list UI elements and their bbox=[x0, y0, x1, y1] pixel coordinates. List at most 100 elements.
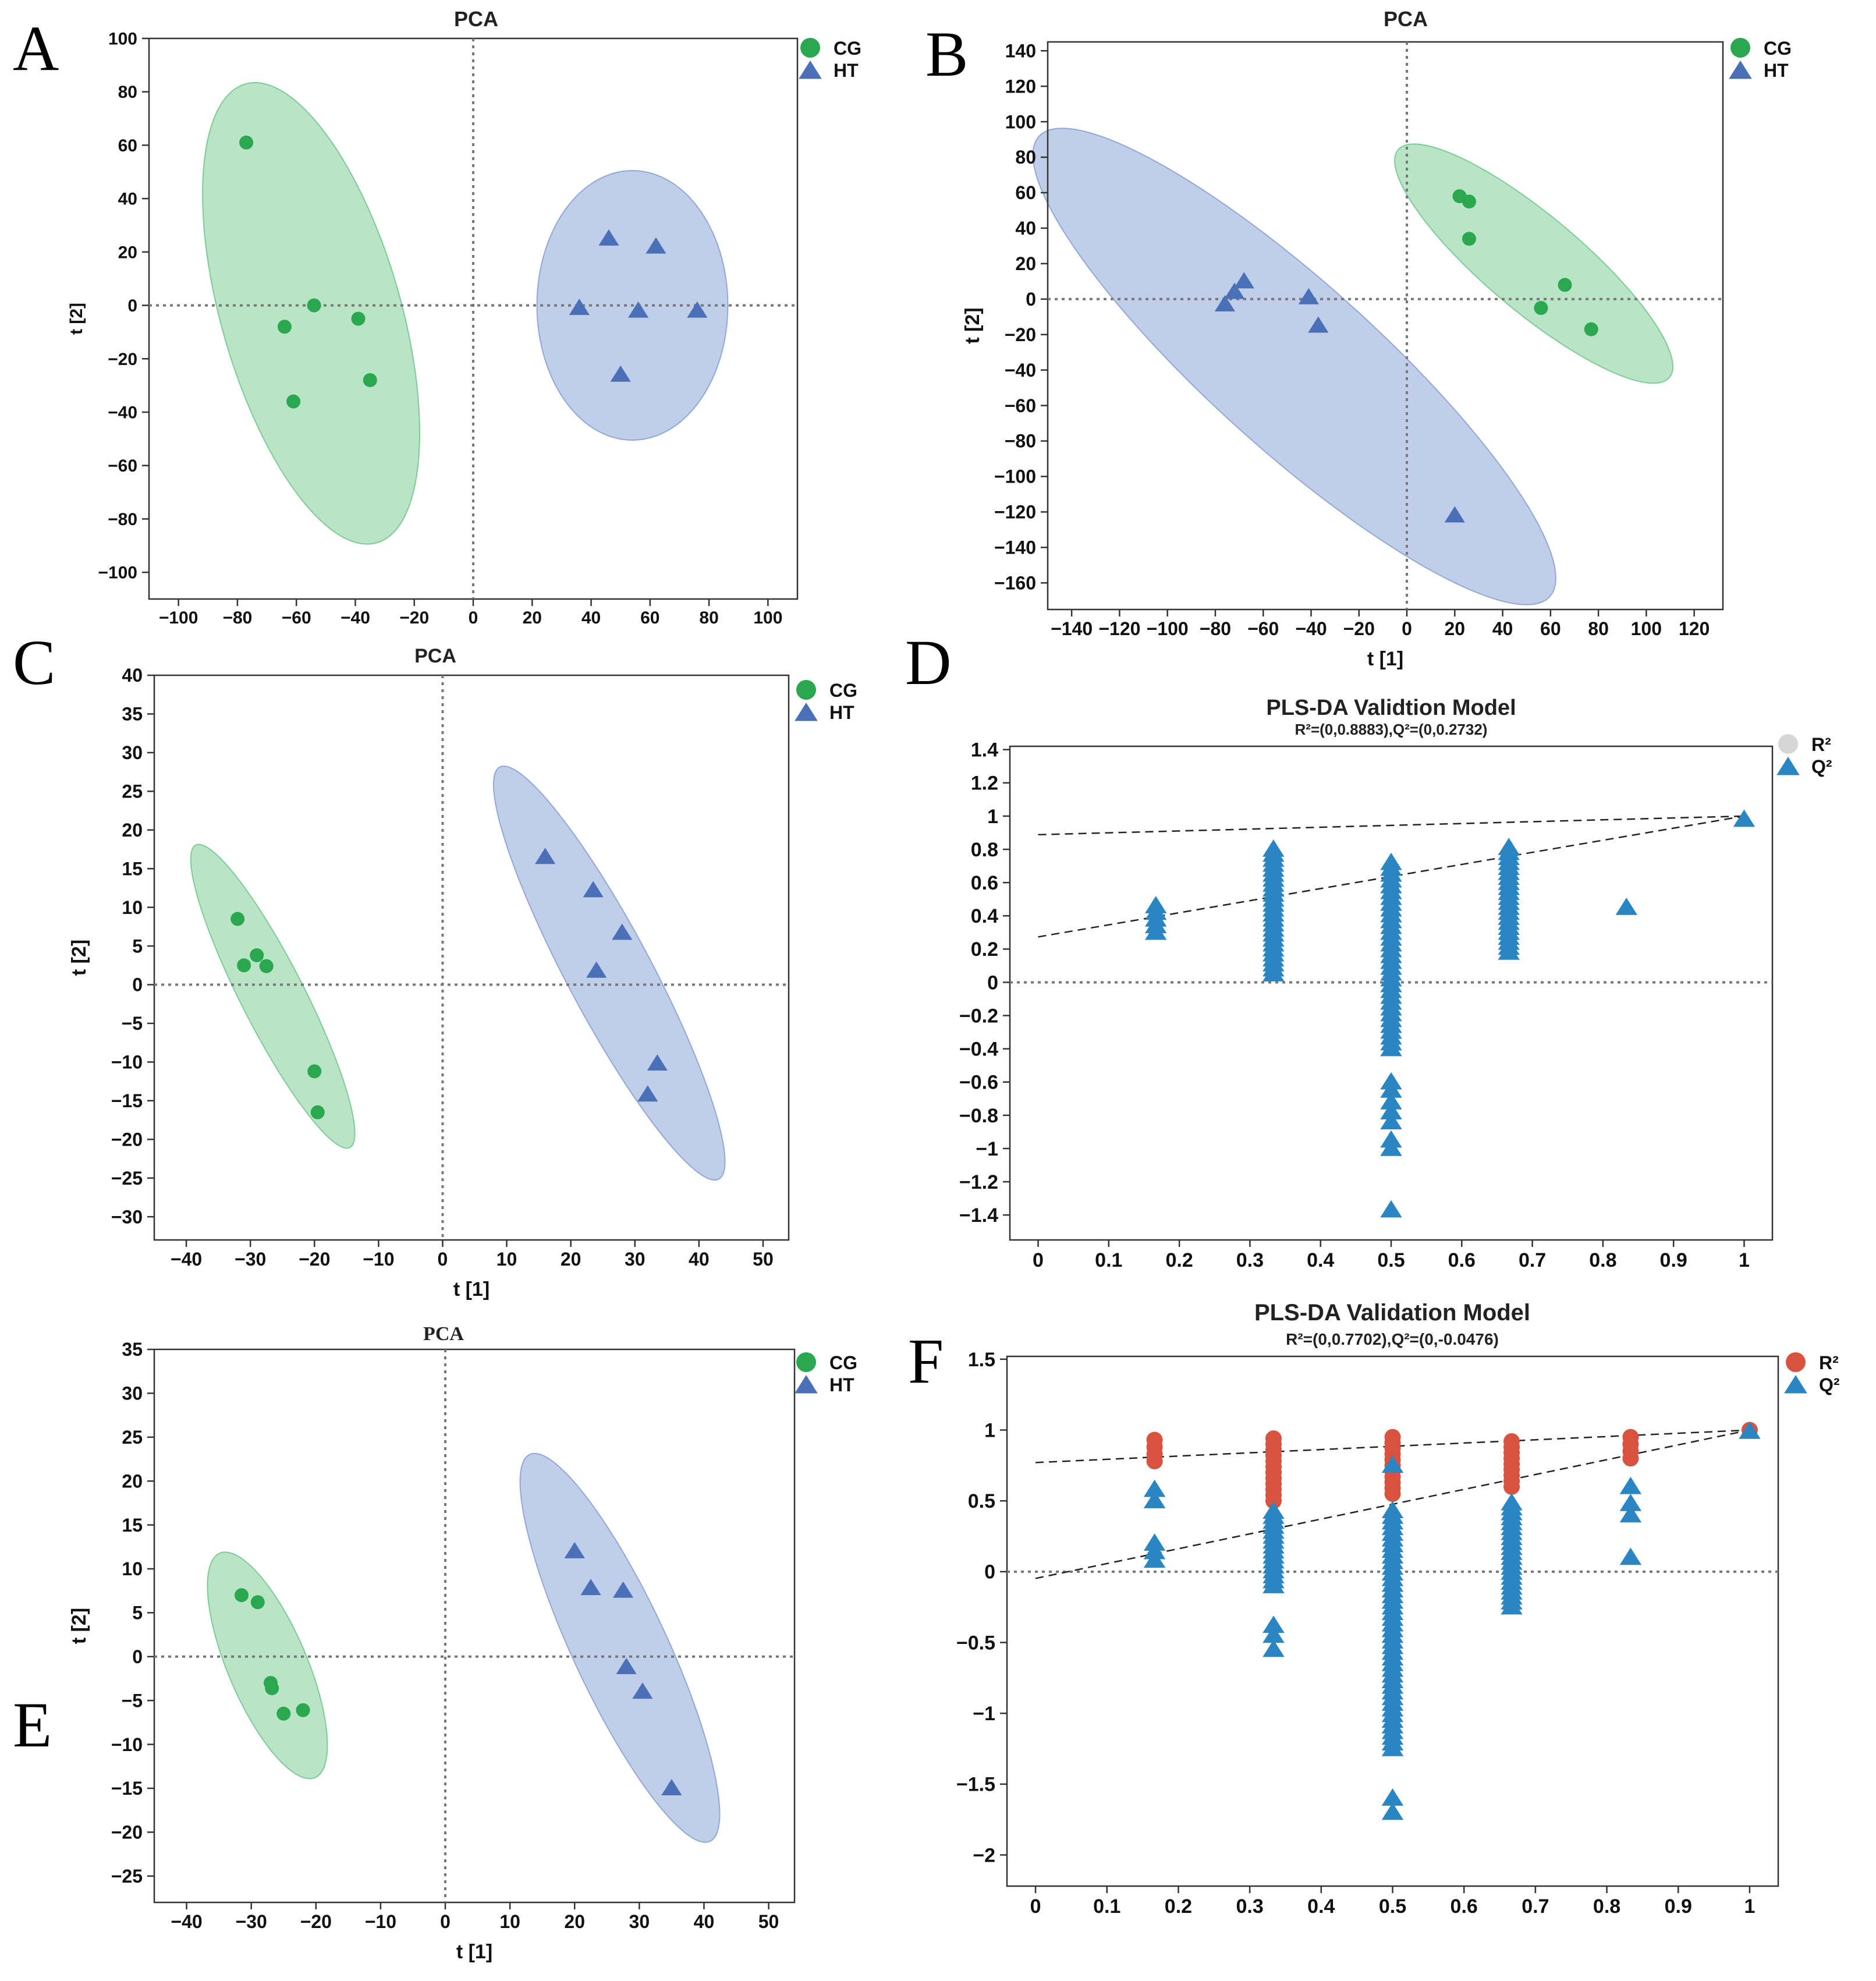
point-q2 bbox=[1380, 1138, 1402, 1156]
x-tick-label: 0 bbox=[438, 1249, 448, 1270]
point-q2 bbox=[1143, 1479, 1166, 1497]
y-tick-label: 0.4 bbox=[971, 905, 998, 927]
ellipse-cg bbox=[1393, 143, 1674, 384]
x-tick-label: 20 bbox=[561, 1249, 581, 1270]
x-tick-label: 0.5 bbox=[1377, 1249, 1405, 1271]
y-tick-label: −10 bbox=[111, 1734, 143, 1755]
point-cg bbox=[237, 958, 251, 973]
chart-subtitle: R²=(0,0.7702),Q²=(0,-0.0476) bbox=[1286, 1330, 1499, 1348]
y-tick-label: 0 bbox=[987, 972, 998, 994]
ellipse-cg bbox=[202, 81, 420, 545]
point-ht bbox=[632, 1682, 653, 1699]
point-q2 bbox=[1263, 1615, 1285, 1633]
point-r2 bbox=[1622, 1429, 1639, 1445]
panel-letter-C: C bbox=[13, 627, 55, 698]
y-tick-label: −10 bbox=[111, 1052, 143, 1073]
ellipse-ht bbox=[492, 765, 726, 1181]
x-tick-label: 0 bbox=[1402, 618, 1412, 639]
point-ht bbox=[535, 848, 556, 864]
panel-letter-A: A bbox=[13, 13, 59, 84]
legend-marker-1 bbox=[795, 1375, 818, 1394]
y-tick-label: −0.5 bbox=[956, 1632, 995, 1654]
y-tick-label: 40 bbox=[1015, 218, 1036, 239]
regression-line-q2 bbox=[1038, 815, 1744, 938]
y-tick-label: 35 bbox=[122, 704, 143, 725]
y-tick-label: −1.4 bbox=[959, 1204, 998, 1227]
point-ht bbox=[637, 1085, 658, 1102]
x-tick-label: 60 bbox=[640, 608, 659, 628]
y-tick-label: 0 bbox=[1026, 289, 1036, 310]
x-tick-label: −80 bbox=[222, 608, 252, 628]
point-ht bbox=[583, 881, 604, 898]
x-tick-label: 100 bbox=[1631, 618, 1662, 639]
y-tick-label: 1 bbox=[987, 806, 998, 828]
legend-label-0: CG bbox=[829, 680, 857, 701]
point-ht bbox=[612, 923, 633, 940]
point-ht bbox=[627, 301, 649, 318]
point-q2 bbox=[1619, 1505, 1642, 1523]
y-tick-label: 0 bbox=[132, 1646, 143, 1667]
y-tick-label: 40 bbox=[122, 665, 143, 686]
y-tick-label: −2 bbox=[973, 1844, 995, 1866]
point-ht bbox=[569, 299, 590, 316]
y-tick-label: −160 bbox=[994, 572, 1036, 593]
y-tick-label: 20 bbox=[122, 1470, 143, 1491]
point-q2 bbox=[1380, 1112, 1402, 1130]
point-cg bbox=[250, 948, 264, 963]
panel-letter-E: E bbox=[13, 1689, 52, 1760]
panel-letter-B: B bbox=[925, 19, 968, 90]
point-cg bbox=[296, 1703, 310, 1717]
ellipse-ht bbox=[519, 1452, 721, 1843]
point-ht bbox=[1233, 272, 1254, 289]
legend-marker-0 bbox=[1778, 734, 1798, 754]
y-tick-label: −15 bbox=[111, 1090, 143, 1111]
y-tick-label: 0.8 bbox=[971, 839, 998, 861]
point-cg bbox=[351, 311, 366, 326]
y-tick-label: −60 bbox=[108, 456, 137, 476]
point-q2 bbox=[1733, 809, 1756, 827]
point-q2 bbox=[1739, 1421, 1761, 1439]
y-tick-label: −20 bbox=[108, 350, 137, 369]
y-tick-label: −100 bbox=[994, 466, 1036, 487]
y-tick-label: −0.4 bbox=[959, 1039, 998, 1061]
y-tick-label: −15 bbox=[111, 1778, 143, 1799]
x-tick-label: 40 bbox=[1492, 618, 1513, 639]
point-cg bbox=[276, 1706, 291, 1721]
ellipse-cg bbox=[190, 844, 356, 1149]
y-tick-label: 1 bbox=[984, 1419, 995, 1441]
point-q2 bbox=[1381, 1501, 1404, 1518]
point-r2 bbox=[1265, 1430, 1282, 1447]
y-tick-label: 60 bbox=[118, 136, 137, 155]
legend-label-0: R² bbox=[1819, 1352, 1839, 1373]
x-tick-label: 10 bbox=[497, 1249, 517, 1270]
legend-label-1: Q² bbox=[1819, 1374, 1840, 1395]
legend-label-1: HT bbox=[829, 1374, 854, 1395]
x-tick-label: 40 bbox=[694, 1911, 715, 1932]
point-r2 bbox=[1384, 1429, 1401, 1445]
x-tick-label: 0.5 bbox=[1379, 1895, 1406, 1918]
x-tick-label: 0 bbox=[1030, 1895, 1041, 1918]
y-tick-label: −20 bbox=[111, 1822, 143, 1843]
point-cg bbox=[1462, 232, 1476, 246]
x-tick-label: 10 bbox=[499, 1911, 520, 1932]
point-q2 bbox=[1380, 852, 1402, 870]
x-tick-label: 0.9 bbox=[1660, 1249, 1687, 1271]
x-tick-label: −80 bbox=[1200, 618, 1231, 639]
legend-marker-0 bbox=[796, 680, 816, 700]
y-tick-label: 80 bbox=[1015, 147, 1036, 168]
x-tick-label: 0 bbox=[1033, 1249, 1044, 1271]
y-tick-label: 20 bbox=[1015, 253, 1036, 274]
point-q2 bbox=[1380, 1200, 1402, 1218]
panel-letter-F: F bbox=[908, 1326, 944, 1397]
point-q2 bbox=[1263, 1625, 1285, 1643]
legend-label-1: Q² bbox=[1811, 756, 1832, 777]
y-tick-label: 60 bbox=[1015, 182, 1036, 203]
y-tick-label: 30 bbox=[122, 1383, 143, 1404]
point-r2 bbox=[1503, 1433, 1520, 1450]
point-q2 bbox=[1501, 1493, 1523, 1511]
point-r2 bbox=[1146, 1431, 1163, 1448]
x-axis-label: t [1] bbox=[1367, 648, 1403, 670]
y-tick-label: −1 bbox=[976, 1138, 998, 1160]
y-tick-label: 100 bbox=[1005, 111, 1036, 132]
point-q2 bbox=[1619, 1494, 1642, 1511]
